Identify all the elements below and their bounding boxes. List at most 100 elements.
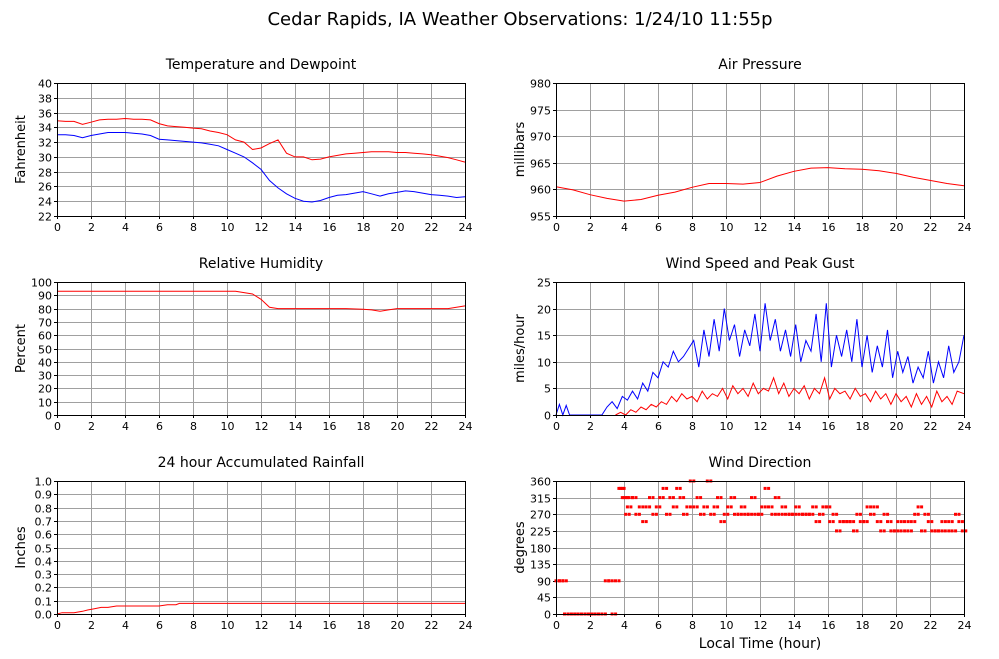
data-point [947,529,951,533]
x-tick-label: 4 [621,221,628,234]
data-point [926,520,930,524]
data-point [926,512,930,516]
x-tick-label: 12 [255,619,269,632]
x-tick-label: 12 [255,420,269,433]
data-point [828,505,832,509]
data-point [644,505,648,509]
x-tick-label: 10 [221,221,235,234]
data-point [855,512,859,516]
data-point [654,505,658,509]
data-point [886,520,889,524]
data-point [634,512,638,516]
data-point [777,496,781,500]
y-tick-label: 960 [530,184,551,197]
data-point [831,512,835,516]
data-point [940,520,944,524]
x-tick-label: 20 [890,221,904,234]
series-line-0 [555,167,965,202]
data-point [712,505,716,509]
data-point [627,496,631,500]
data-point [841,520,845,524]
data-point [920,505,924,509]
y-tick-label: 0.0 [35,609,53,622]
data-point [892,529,896,533]
data-point [906,520,910,524]
data-point [702,512,706,516]
panel-title: Temperature and Dewpoint [165,57,357,73]
data-point [818,512,821,516]
data-point [960,529,964,533]
data-point [665,512,668,516]
y-tick-label: 20 [537,304,551,317]
data-point [923,512,927,516]
y-tick-label: 0.3 [35,569,53,582]
data-point [617,486,621,490]
y-tick-label: 0 [45,410,52,423]
data-point [705,505,709,509]
data-point [801,512,804,516]
x-tick-label: 14 [788,619,802,632]
data-point [862,520,866,524]
x-tick-label: 24 [958,619,972,632]
data-point [668,496,672,500]
series-line-1 [57,132,466,203]
data-point [767,505,770,509]
y-tick-label: 26 [38,181,52,194]
y-tick-label: 70 [38,317,52,330]
data-point [658,505,662,509]
data-point [896,529,900,533]
data-point [634,496,638,500]
data-point [852,529,855,533]
panel-title: 24 hour Accumulated Rainfall [158,455,365,471]
data-point [903,520,906,524]
x-tick-label: 14 [289,221,303,234]
x-tick-label: 18 [357,420,371,433]
data-point [780,512,784,516]
x-tick-label: 6 [156,420,163,433]
data-point [858,512,862,516]
x-tick-label: 22 [924,619,938,632]
data-point [831,520,835,524]
data-point [627,512,631,516]
x-tick-label: 0 [553,619,560,632]
data-point [954,529,958,533]
data-point [607,579,611,583]
data-point [835,529,838,533]
data-point [930,529,934,533]
data-point [763,486,767,490]
y-tick-label: 0 [544,609,551,622]
data-point [933,529,937,533]
data-point [654,512,658,516]
y-axis-label: miles/hour [513,313,528,382]
y-tick-label: 100 [31,277,52,290]
data-point [624,512,628,516]
plot-frame [57,481,466,615]
y-tick-label: 180 [530,543,551,556]
series-line-0 [57,290,466,312]
y-axis-label: millibars [513,122,528,178]
data-point [875,520,879,524]
y-tick-label: 0.4 [35,556,53,569]
x-tick-label: 14 [289,619,303,632]
y-tick-label: 0.6 [35,529,53,542]
data-point [828,520,832,524]
data-point [626,496,629,500]
data-point [869,512,872,516]
data-point [943,529,947,533]
x-tick-label: 16 [822,619,836,632]
x-tick-label: 16 [822,221,836,234]
data-point [671,505,675,509]
x-tick-label: 24 [958,221,972,234]
y-tick-label: 15 [537,330,551,343]
data-point [722,520,726,524]
y-tick-label: 0 [544,410,551,423]
y-tick-label: 24 [38,196,52,209]
data-point [712,512,716,516]
data-point [773,512,777,516]
x-tick-label: 12 [255,221,269,234]
x-tick-label: 24 [958,420,972,433]
x-tick-label: 10 [221,619,235,632]
